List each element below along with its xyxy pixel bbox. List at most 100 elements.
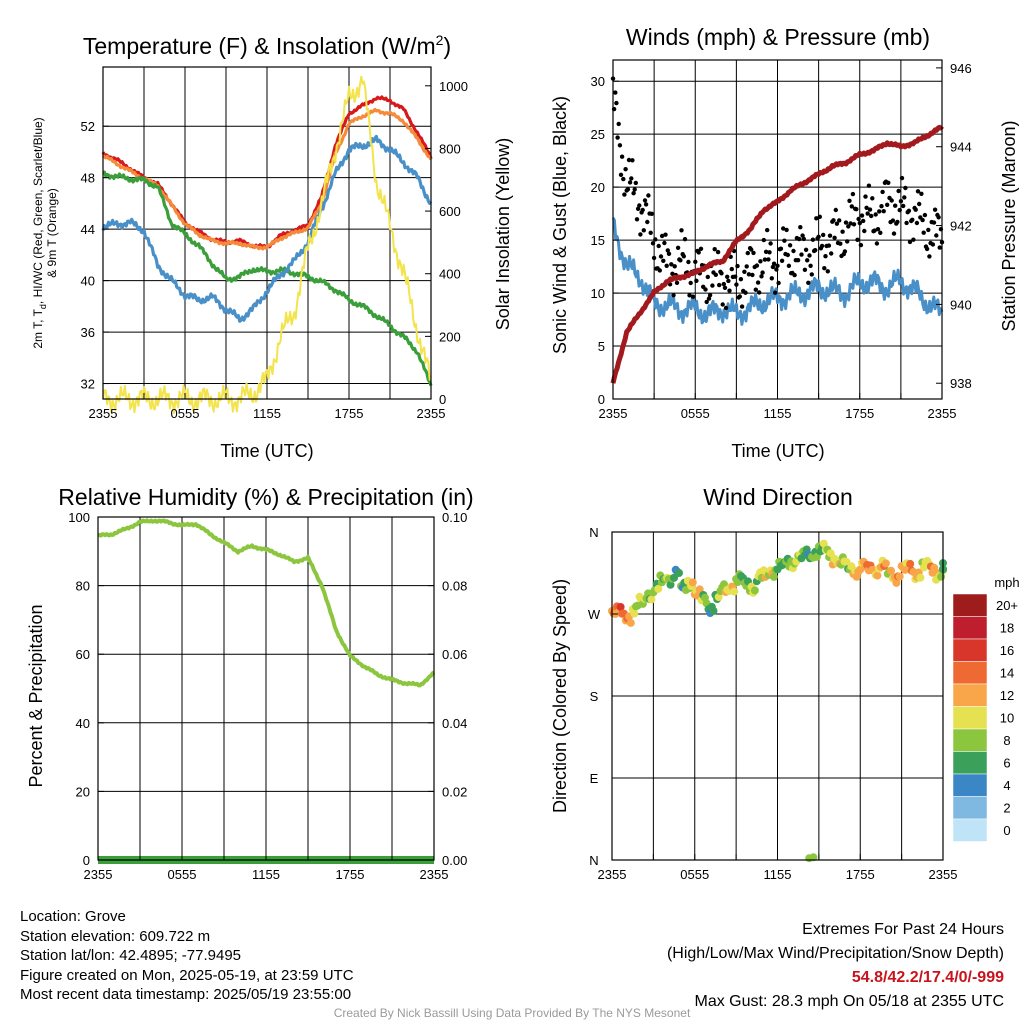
gust-point <box>926 227 931 233</box>
gust-point <box>886 180 891 185</box>
gust-point <box>859 213 865 218</box>
station-elevation: Station elevation: 609.722 m <box>20 927 211 945</box>
max-gust: Max Gust: 28.3 mph On 05/18 at 2355 UTC <box>694 993 1005 1010</box>
direction-tick-label: N <box>589 853 598 868</box>
gust-point <box>721 281 726 287</box>
gust-point <box>874 241 880 246</box>
x-tick-label: 1155 <box>764 867 792 882</box>
gust-point <box>663 232 668 237</box>
gust-point <box>800 233 805 238</box>
colorbar-label: 18 <box>1000 621 1014 636</box>
temperature-xlabel: Time (UTC) <box>220 441 313 461</box>
gust-point <box>712 247 717 252</box>
gust-point <box>865 211 870 216</box>
gust-point <box>674 280 680 285</box>
gust-point <box>907 239 913 245</box>
x-tick-label: 1755 <box>846 867 875 882</box>
gust-point <box>898 199 904 204</box>
gust-point <box>703 287 708 292</box>
gust-point <box>658 254 664 259</box>
colorbar-label: 12 <box>1000 688 1014 703</box>
colorbar-title: mph <box>994 575 1019 590</box>
gust-point <box>798 225 803 230</box>
gust-point <box>930 242 936 247</box>
gust-point <box>910 217 915 222</box>
gust-point <box>776 280 781 286</box>
gust-point <box>749 247 754 252</box>
y2-tick-label: 0.06 <box>442 647 467 662</box>
gust-point <box>838 241 843 246</box>
x-tick-label: 0555 <box>681 406 710 421</box>
direction-point <box>873 571 882 580</box>
x-tick-label: 2355 <box>928 406 957 421</box>
temperature-ylabel: 2m T, Td, HI/WC (Red, Green, Scarlet/Blu… <box>31 117 48 348</box>
y2-tick-label: 0.02 <box>442 784 467 799</box>
gust-point <box>659 233 665 239</box>
gust-point <box>784 227 789 233</box>
gust-point <box>832 235 837 240</box>
gust-point <box>919 191 924 196</box>
gust-point <box>735 263 740 269</box>
gust-point <box>816 234 821 239</box>
extremes-values: 54.8/42.2/17.4/0/-999 <box>851 969 1004 986</box>
x-tick-label: 2355 <box>417 406 446 421</box>
gust-point <box>758 259 763 264</box>
gust-point <box>761 237 766 243</box>
x-tick-label: 1755 <box>336 867 365 882</box>
gust-point <box>617 143 623 148</box>
extremes-box: Extremes For Past 24 Hours (High/Low/Max… <box>667 918 1004 1014</box>
y-tick-label: 20 <box>591 180 605 195</box>
gust-point <box>621 176 626 182</box>
gust-point <box>675 245 681 250</box>
gust-point <box>814 216 819 221</box>
gust-point <box>850 191 856 197</box>
gust-point <box>934 233 939 238</box>
gust-point <box>719 271 724 276</box>
direction-tick-label: N <box>589 525 598 540</box>
y-tick-label: 40 <box>76 716 90 731</box>
y2-tick-label: 400 <box>439 267 461 282</box>
gust-point <box>650 241 656 246</box>
gust-point <box>637 203 642 208</box>
direction-point <box>881 559 890 568</box>
gust-point <box>757 290 762 295</box>
gust-point <box>746 272 752 277</box>
gust-point <box>799 252 804 257</box>
station-location: Location: Grove <box>20 908 126 925</box>
gust-point <box>826 243 832 248</box>
sonic-wind-line <box>611 217 944 326</box>
gust-point <box>696 250 701 255</box>
gust-point <box>618 172 624 177</box>
gust-point <box>921 230 926 235</box>
gust-point <box>753 287 758 292</box>
y2-tick-label: 0.00 <box>442 853 467 868</box>
colorbar-swatch <box>952 728 988 752</box>
heat-index-windchill-line <box>101 134 433 323</box>
y2-tick-label: 0 <box>439 392 446 407</box>
gust-point <box>653 237 658 242</box>
y-tick-label: 0 <box>598 392 605 407</box>
colorbar-swatch <box>952 638 988 662</box>
gust-point <box>864 205 869 210</box>
gust-point <box>873 212 878 217</box>
gust-point <box>889 198 894 203</box>
gust-point <box>717 282 722 288</box>
colorbar-swatch <box>952 818 988 842</box>
direction-tick-label: W <box>588 607 601 622</box>
gust-point <box>937 245 942 250</box>
gust-point <box>913 207 918 212</box>
gust-point <box>891 231 897 236</box>
x-tick-label: 1755 <box>335 406 364 421</box>
y-tick-label: 80 <box>76 579 90 594</box>
gust-point <box>911 237 916 242</box>
gust-point <box>665 248 670 253</box>
humidity-title: Relative Humidity (%) & Precipitation (i… <box>58 484 473 510</box>
gust-point <box>869 213 874 219</box>
y2-tick-label: 0.08 <box>442 579 467 594</box>
direction-point <box>670 573 679 582</box>
gust-point <box>797 236 802 242</box>
y-tick-label: 60 <box>76 647 90 662</box>
gust-point <box>904 220 909 226</box>
direction-point <box>688 578 697 587</box>
gust-point <box>641 228 646 233</box>
